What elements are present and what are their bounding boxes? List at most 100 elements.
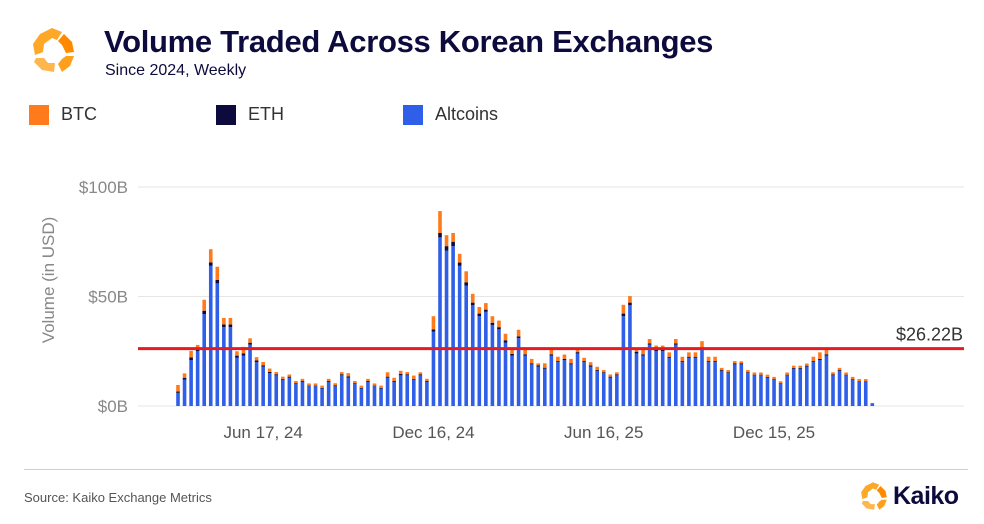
bar-btc (778, 381, 783, 384)
bar-altcoins (333, 386, 337, 406)
bar-btc (791, 365, 796, 368)
legend-item-eth: ETH (216, 104, 284, 125)
bar-btc (595, 366, 599, 371)
x-tick-label: Dec 15, 25 (733, 423, 815, 442)
bar-altcoins (778, 384, 783, 406)
bar-btc (719, 367, 724, 371)
bar-btc (667, 352, 672, 357)
bar-eth (176, 391, 180, 393)
bar-btc (863, 379, 868, 382)
bar-btc (837, 367, 842, 371)
bar-eth (772, 379, 776, 380)
bar-btc (772, 376, 776, 380)
bar-eth (228, 324, 233, 328)
bar-eth (215, 279, 220, 284)
bar-eth (837, 370, 842, 371)
bar-eth (575, 352, 580, 354)
bar-btc (608, 374, 613, 377)
bar-btc (601, 370, 606, 373)
bar-eth (641, 354, 645, 356)
bar-btc (241, 346, 246, 354)
bar-eth (739, 363, 744, 365)
bar-eth (588, 365, 593, 367)
bar-altcoins (818, 360, 822, 406)
bar-eth (857, 381, 861, 382)
bar-btc (562, 354, 567, 359)
bar-eth (556, 361, 560, 363)
bar-btc (326, 378, 331, 382)
legend-swatch-eth (216, 104, 236, 125)
y-tick-label: $100B (79, 178, 128, 197)
bar-eth (529, 363, 534, 365)
bar-btc (647, 338, 652, 344)
bar-eth (549, 354, 554, 356)
bar-btc (477, 307, 482, 314)
bar-eth (746, 372, 750, 374)
brand-name: Kaiko (893, 481, 959, 510)
bar-eth (353, 383, 357, 385)
bar-btc (366, 378, 370, 382)
bar-altcoins (739, 364, 744, 406)
bar-altcoins (660, 351, 665, 406)
bar-altcoins (870, 403, 875, 406)
bar-altcoins (837, 370, 842, 406)
bar-altcoins (529, 364, 534, 406)
bar-eth (674, 343, 678, 345)
bar-btc (274, 372, 279, 375)
bar-btc (294, 381, 298, 384)
bar-btc (680, 356, 685, 362)
bar-eth (281, 378, 285, 380)
bar-eth (523, 354, 527, 356)
bar-btc (811, 356, 816, 362)
bar-eth (431, 329, 436, 332)
bar-altcoins (726, 373, 730, 406)
bar-eth (726, 372, 730, 374)
bar-altcoins (510, 355, 514, 406)
legend-label-btc: BTC (61, 104, 97, 124)
bar-eth (562, 358, 567, 361)
bar-btc (287, 374, 292, 377)
bar-altcoins (543, 368, 547, 406)
bar-btc (523, 349, 527, 355)
bar-altcoins (484, 311, 488, 406)
bar-altcoins (523, 355, 527, 406)
bar-eth (687, 356, 691, 358)
bar-altcoins (667, 357, 672, 406)
bar-altcoins (719, 370, 724, 406)
bar-altcoins (700, 349, 704, 406)
bar-eth (300, 381, 305, 382)
bar-altcoins (274, 375, 279, 406)
bar-btc (831, 372, 835, 375)
bar-altcoins (772, 379, 776, 406)
logo-segment (34, 58, 55, 72)
bar-altcoins (752, 375, 757, 406)
bar-btc (516, 329, 521, 337)
bar-btc (346, 373, 351, 377)
brand-mark: Kaiko (858, 481, 959, 511)
bar-altcoins (281, 379, 285, 406)
bar-altcoins (641, 355, 645, 406)
bar-eth (248, 342, 252, 345)
bar-altcoins (536, 366, 541, 406)
bar-series (176, 211, 875, 406)
bar-btc (582, 357, 586, 362)
bar-btc (222, 317, 226, 325)
bar-altcoins (687, 357, 691, 406)
bar-eth (451, 241, 455, 247)
bar-altcoins (359, 388, 364, 406)
bar-eth (333, 385, 337, 387)
bar-altcoins (746, 373, 750, 406)
bar-altcoins (372, 386, 377, 406)
bar-eth (385, 376, 390, 378)
bar-btc (739, 361, 744, 364)
x-tick-label: Jun 17, 24 (223, 423, 302, 442)
bar-altcoins (392, 381, 396, 406)
bar-btc (457, 253, 462, 263)
bar-eth (261, 365, 265, 367)
bar-altcoins (215, 283, 220, 406)
bar-btc (464, 271, 468, 283)
bar-eth (693, 356, 698, 358)
bar-altcoins (588, 366, 593, 406)
legend-item-altcoins: Altcoins (403, 104, 498, 125)
bar-altcoins (431, 331, 436, 406)
